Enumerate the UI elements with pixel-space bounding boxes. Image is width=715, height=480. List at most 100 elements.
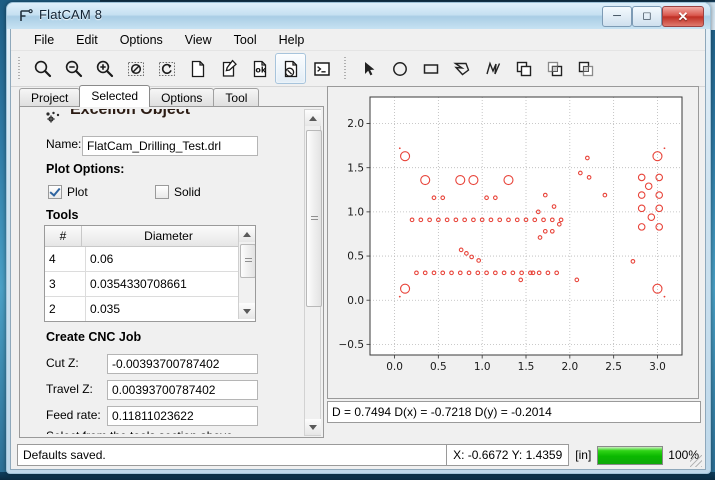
menu-view[interactable]: View xyxy=(184,32,212,47)
main-splitter: Project Selected Options Tool xyxy=(11,85,705,441)
svg-text:2.5: 2.5 xyxy=(605,361,622,373)
checkbox-unchecked-icon xyxy=(155,185,169,199)
svg-text:0.5: 0.5 xyxy=(347,251,364,263)
feed-rate-field[interactable] xyxy=(107,406,258,426)
toolbar-grip-2[interactable] xyxy=(343,56,349,81)
menu-help[interactable]: Help xyxy=(278,32,305,47)
selected-panel-scrollbar[interactable] xyxy=(304,109,322,436)
grip-icon xyxy=(244,258,252,264)
svg-text:−0.5: −0.5 xyxy=(339,339,365,351)
scroll-down-button[interactable] xyxy=(239,303,255,319)
tab-project[interactable]: Project xyxy=(19,88,81,107)
clear-plot-icon[interactable] xyxy=(120,53,151,84)
travel-z-field[interactable] xyxy=(107,380,258,400)
units-label: [in] xyxy=(575,448,592,462)
menu-file[interactable]: File xyxy=(34,32,55,47)
progress-bar xyxy=(597,445,664,465)
menu-bar: File Edit Options View Tool Help xyxy=(11,29,705,51)
cut-z-field[interactable] xyxy=(107,354,258,374)
solid-checkbox-label: Solid xyxy=(174,185,201,199)
rectangle-tool-icon[interactable] xyxy=(415,53,446,84)
cell-number: 2 xyxy=(45,297,86,321)
tools-hint-text: Select from the tools section above xyxy=(46,429,233,434)
toolbar: ok xyxy=(11,51,705,87)
menu-tool[interactable]: Tool xyxy=(233,32,257,47)
chevron-up-icon xyxy=(243,231,251,237)
cell-diameter: 0.0354330708661 xyxy=(90,277,187,291)
scrollbar-thumb[interactable] xyxy=(240,244,255,278)
left-pane: Project Selected Options Tool xyxy=(19,85,324,438)
new-geometry-icon[interactable] xyxy=(213,53,244,84)
scrollbar-thumb[interactable] xyxy=(306,130,322,307)
table-header-row: # Diameter xyxy=(45,226,255,247)
select-arrow-icon[interactable] xyxy=(353,53,384,84)
chevron-down-icon xyxy=(309,424,317,430)
right-pane: 0.0 0.5 1.0 1.5 2.0 2.5 3.0 −0.5 0.0 0.5 1.0 1.5 2.0… xyxy=(327,86,701,438)
selected-tab-panel: Excellon Object Name: Plot Options: Plot xyxy=(19,106,324,438)
zoom-fit-icon[interactable] xyxy=(27,53,58,84)
minimize-button[interactable]: ─ xyxy=(602,6,632,27)
replot-icon[interactable] xyxy=(151,53,182,84)
travel-z-label: Travel Z: xyxy=(46,382,93,396)
close-button[interactable]: ✕ xyxy=(662,6,704,27)
table-row[interactable]: 3 0.0354330708661 xyxy=(45,272,255,297)
tools-table-scrollbar[interactable] xyxy=(238,226,255,319)
maximize-icon: ◻ xyxy=(642,10,652,22)
maximize-button[interactable]: ◻ xyxy=(632,6,662,27)
subtract-icon[interactable] xyxy=(570,53,601,84)
scroll-up-button[interactable] xyxy=(305,110,321,126)
polygon-tool-icon[interactable] xyxy=(446,53,477,84)
plot-canvas-frame[interactable]: 0.0 0.5 1.0 1.5 2.0 2.5 3.0 −0.5 0.0 0.5 1.0 1.5 2.0 xyxy=(327,86,699,399)
flatcam-main-window: FlatCAM 8 ─ ◻ ✕ File Edit Options View T… xyxy=(6,2,711,474)
scatter-plot[interactable]: 0.0 0.5 1.0 1.5 2.0 2.5 3.0 −0.5 0.0 0.5 1.0 1.5 2.0 xyxy=(328,87,696,396)
plot-distance-readout: D = 0.7494 D(x) = -0.7218 D(y) = -0.2014 xyxy=(327,401,701,423)
status-bar: Defaults saved. X: -0.6672 Y: 1.4359 [in… xyxy=(17,444,699,466)
tools-table[interactable]: # Diameter 4 0.06 3 0.0354330708661 xyxy=(44,225,256,322)
object-name-input[interactable] xyxy=(82,136,258,156)
zoom-in-icon[interactable] xyxy=(89,53,120,84)
svg-text:0.0: 0.0 xyxy=(347,295,364,307)
create-cnc-job-label: Create CNC Job xyxy=(46,330,142,344)
svg-text:0.0: 0.0 xyxy=(386,361,403,373)
chevron-up-icon xyxy=(309,115,317,121)
scroll-down-button[interactable] xyxy=(305,419,321,435)
menu-options[interactable]: Options xyxy=(119,32,163,47)
table-row[interactable]: 4 0.06 xyxy=(45,247,255,272)
zoom-out-icon[interactable] xyxy=(58,53,89,84)
svg-text:ok: ok xyxy=(255,65,266,74)
union-icon[interactable] xyxy=(508,53,539,84)
checkbox-checked-icon xyxy=(48,185,62,199)
tab-options[interactable]: Options xyxy=(149,88,215,107)
circle-tool-icon[interactable] xyxy=(384,53,415,84)
edit-ok-icon[interactable]: ok xyxy=(244,53,275,84)
scroll-up-button[interactable] xyxy=(239,226,255,242)
path-tool-icon[interactable] xyxy=(477,53,508,84)
intersection-icon[interactable] xyxy=(539,53,570,84)
cut-z-label: Cut Z: xyxy=(46,356,79,370)
grip-icon xyxy=(310,215,318,222)
delete-object-icon[interactable] xyxy=(275,53,306,84)
plot-checkbox[interactable]: Plot xyxy=(48,185,88,199)
title-bar[interactable]: FlatCAM 8 ─ ◻ ✕ xyxy=(7,3,710,29)
close-icon: ✕ xyxy=(677,9,689,24)
solid-checkbox[interactable]: Solid xyxy=(155,185,201,199)
svg-text:1.0: 1.0 xyxy=(347,206,364,218)
column-header-number: # xyxy=(45,226,82,246)
cell-diameter: 0.06 xyxy=(90,252,114,266)
svg-text:1.5: 1.5 xyxy=(347,162,364,174)
new-blank-geometry-icon[interactable] xyxy=(182,53,213,84)
window-resize-grip[interactable] xyxy=(690,455,702,467)
plot-options-label: Plot Options: xyxy=(46,162,125,176)
table-row[interactable]: 2 0.035 xyxy=(45,297,255,321)
cell-diameter: 0.035 xyxy=(90,302,121,316)
tab-selected[interactable]: Selected xyxy=(79,85,151,107)
shell-icon[interactable] xyxy=(306,53,337,84)
window-client-area: File Edit Options View Tool Help xyxy=(10,29,706,470)
svg-text:1.0: 1.0 xyxy=(474,361,491,373)
svg-text:2.0: 2.0 xyxy=(347,118,364,130)
flatcam-logo-icon xyxy=(18,8,34,24)
menu-edit[interactable]: Edit xyxy=(76,32,98,47)
taskbar xyxy=(0,472,715,480)
toolbar-grip[interactable] xyxy=(17,56,23,81)
tab-tool[interactable]: Tool xyxy=(213,88,260,107)
